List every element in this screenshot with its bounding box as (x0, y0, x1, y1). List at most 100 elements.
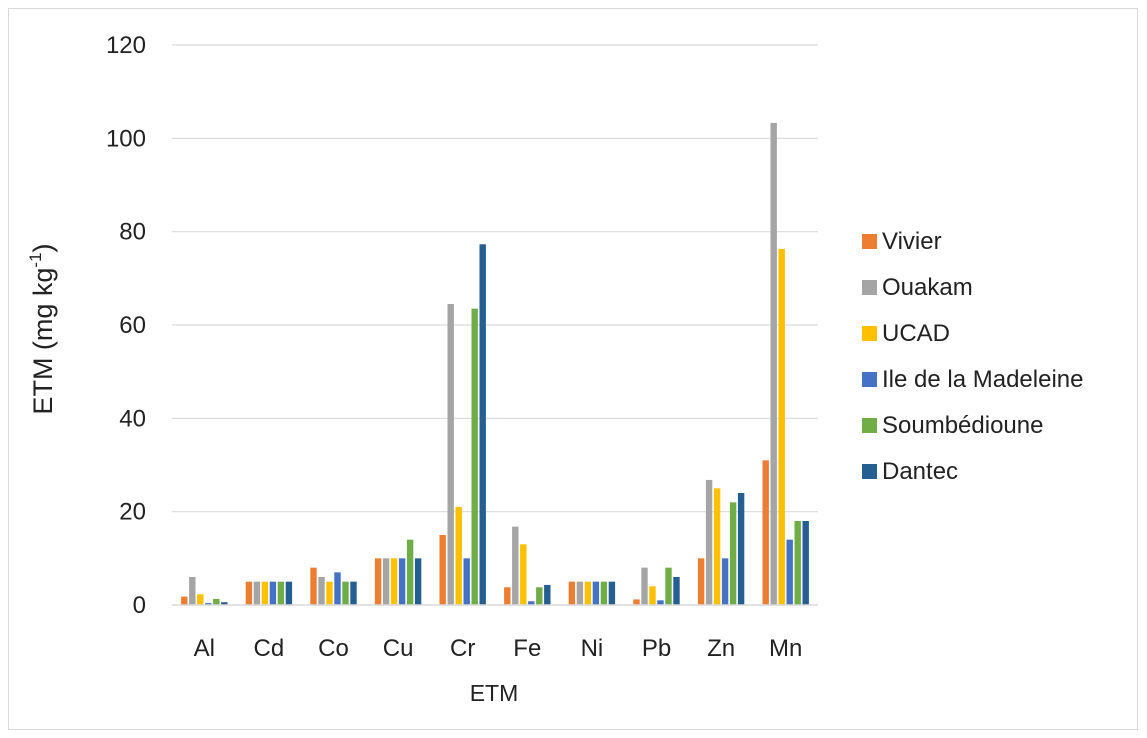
y-tick-label: 80 (119, 219, 146, 246)
y-tick-label: 40 (119, 405, 146, 432)
bar (455, 507, 462, 605)
bar (633, 599, 640, 605)
legend-swatch (862, 280, 877, 295)
legend-item: Dantec (862, 458, 958, 485)
bar (657, 600, 664, 605)
y-axis-ticks: 0 20 40 60 80 100 120 (106, 32, 146, 619)
bar (253, 581, 261, 605)
bar (794, 521, 801, 605)
bar (721, 558, 729, 605)
bar (786, 539, 793, 605)
legend-item: Ouakam (862, 274, 973, 301)
bar (318, 577, 325, 605)
x-tick-label: Cd (254, 635, 285, 662)
x-axis-title: ETM (470, 680, 519, 706)
bar (713, 488, 721, 605)
bar (608, 581, 616, 605)
bar (705, 479, 713, 605)
bar (592, 581, 600, 605)
legend-item: UCAD (862, 320, 950, 347)
x-tick-label: Ni (581, 635, 604, 662)
chart-frame (8, 8, 1138, 730)
bar (471, 308, 478, 605)
bar (221, 602, 228, 605)
x-tick-label: Co (318, 635, 349, 662)
legend-item: Ile de la Madeleine (862, 366, 1083, 393)
bar (697, 558, 705, 605)
bar (520, 544, 527, 605)
y-tick-label: 60 (119, 312, 146, 339)
bar (737, 493, 745, 605)
bar (568, 581, 576, 605)
bar (512, 526, 519, 605)
x-tick-label: Pb (642, 635, 671, 662)
bar (350, 581, 357, 605)
bar (447, 304, 454, 605)
bar (536, 587, 543, 605)
bar (326, 581, 333, 605)
bar (213, 598, 220, 605)
legend-label: UCAD (882, 320, 950, 347)
bar (382, 558, 390, 605)
bar (665, 567, 672, 605)
legend-item: Vivier (862, 228, 942, 255)
y-tick-label: 0 (133, 592, 146, 619)
bar (334, 572, 341, 605)
bar (197, 594, 204, 605)
bar (504, 587, 511, 605)
y-axis-title-main: ETM (mg kg (28, 268, 58, 415)
bar (649, 586, 656, 605)
bar (802, 521, 809, 605)
bar (641, 567, 648, 605)
legend-label: Vivier (882, 228, 942, 255)
legend-swatch (862, 464, 877, 479)
bar (245, 581, 253, 605)
bar (374, 558, 382, 605)
y-axis-title-close: ) (28, 243, 58, 252)
legend-label: Ile de la Madeleine (882, 366, 1083, 393)
y-axis-title-superscript: -1 (26, 252, 45, 267)
x-tick-label: Zn (707, 635, 735, 662)
bar (439, 535, 446, 605)
y-axis-title: ETM (mg kg-1) (26, 243, 58, 414)
x-tick-label: Cu (383, 635, 414, 662)
legend-label: Dantec (882, 458, 958, 485)
legend-swatch (862, 418, 877, 433)
bar (310, 567, 317, 605)
bar (390, 558, 398, 605)
bar (189, 577, 196, 605)
bar (762, 460, 769, 605)
legend-item: Soumbédioune (862, 412, 1043, 439)
x-tick-label: Fe (513, 635, 541, 662)
y-tick-label: 100 (106, 125, 146, 152)
bar (269, 581, 277, 605)
legend-label: Soumbédioune (882, 412, 1043, 439)
legend-swatch (862, 234, 877, 249)
bar (414, 558, 422, 605)
y-tick-label: 20 (119, 499, 146, 526)
gridlines (172, 44, 818, 513)
bar (584, 581, 592, 605)
y-tick-label: 120 (106, 32, 146, 59)
bar (285, 581, 293, 605)
legend-swatch (862, 372, 877, 387)
bar (398, 558, 406, 605)
bar (600, 581, 608, 605)
bar (770, 122, 777, 605)
x-tick-label: Al (194, 635, 215, 662)
legend-swatch (862, 326, 877, 341)
x-tick-label: Mn (769, 635, 802, 662)
bar (528, 601, 535, 605)
bar (544, 584, 551, 605)
legend-label: Ouakam (882, 274, 973, 301)
bar (673, 577, 680, 605)
bar (342, 581, 349, 605)
bar (205, 603, 212, 605)
bar (576, 581, 584, 605)
bar (181, 596, 188, 605)
bar (778, 248, 785, 605)
x-axis-ticks: Al Cd Co Cu Cr Fe Ni Pb Zn Mn (194, 635, 803, 662)
legend: Vivier Ouakam UCAD Ile de la Madeleine Soumb… (862, 228, 1083, 485)
bar (463, 558, 470, 605)
